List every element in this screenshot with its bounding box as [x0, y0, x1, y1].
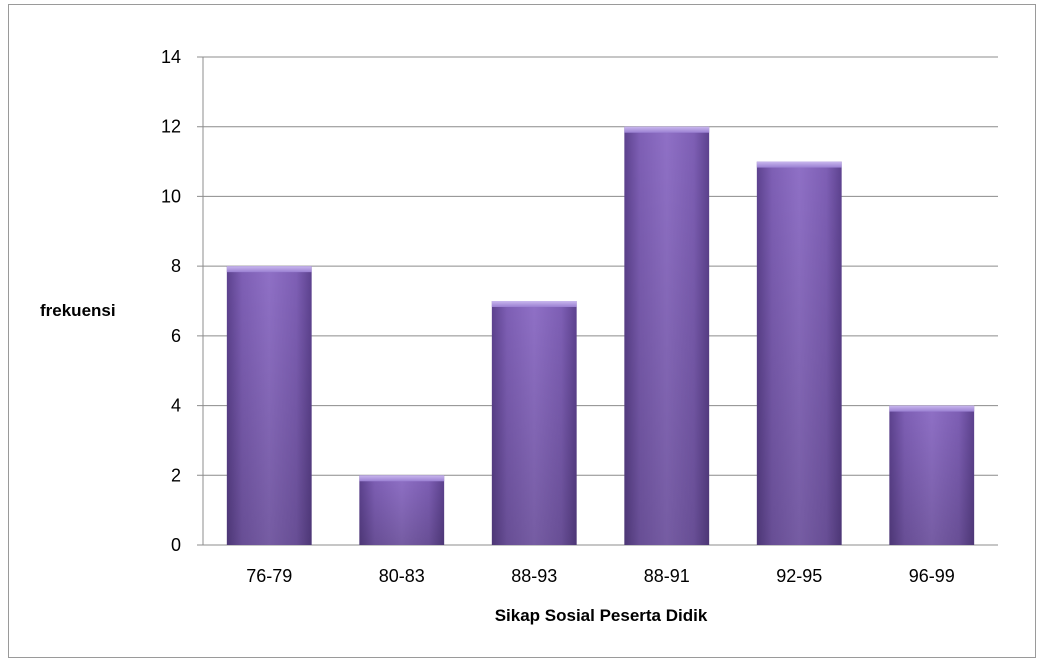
- bar-cap: [624, 126, 710, 133]
- bar-cap: [359, 475, 445, 482]
- x-axis-title: Sikap Sosial Peserta Didik: [495, 606, 708, 625]
- bar-shade: [889, 405, 975, 545]
- bar-88-91: [624, 126, 710, 545]
- bar-shade: [756, 161, 842, 546]
- x-tick-label: 88-91: [644, 566, 690, 586]
- bar-76-79: [226, 266, 312, 545]
- x-tick-label: 88-93: [511, 566, 557, 586]
- y-tick-label: 12: [161, 117, 181, 137]
- x-tick-label: 92-95: [776, 566, 822, 586]
- bar-cap: [756, 161, 842, 168]
- y-tick-label: 14: [161, 47, 181, 67]
- gridlines: [197, 56, 998, 476]
- x-tick-label: 96-99: [909, 566, 955, 586]
- y-tick-label: 2: [171, 465, 181, 485]
- x-tick-labels: 76-79 80-83 88-93 88-91 92-95 96-99: [246, 566, 955, 586]
- y-tick-labels: 0 2 4 6 8 10 12 14: [161, 47, 181, 555]
- bar-shade: [226, 266, 312, 545]
- axes: [197, 57, 998, 546]
- y-tick-label: 8: [171, 256, 181, 276]
- y-tick-label: 0: [171, 535, 181, 555]
- x-tick-label: 76-79: [246, 566, 292, 586]
- y-tick-label: 10: [161, 186, 181, 206]
- bar-88-93: [491, 301, 577, 545]
- bar-cap: [491, 301, 577, 307]
- y-axis-title: frekuensi: [40, 301, 116, 320]
- y-tick-label: 4: [171, 396, 181, 416]
- bars: [226, 126, 975, 546]
- y-tick-label: 6: [171, 326, 181, 346]
- bar-cap: [889, 405, 975, 412]
- bar-cap: [226, 266, 312, 273]
- bar-80-83: [359, 475, 445, 545]
- bar-shade: [359, 475, 445, 545]
- bar-92-95: [756, 161, 842, 546]
- bar-shade: [624, 126, 710, 545]
- bar-96-99: [889, 405, 975, 545]
- bar-shade: [491, 301, 577, 545]
- x-tick-label: 80-83: [379, 566, 425, 586]
